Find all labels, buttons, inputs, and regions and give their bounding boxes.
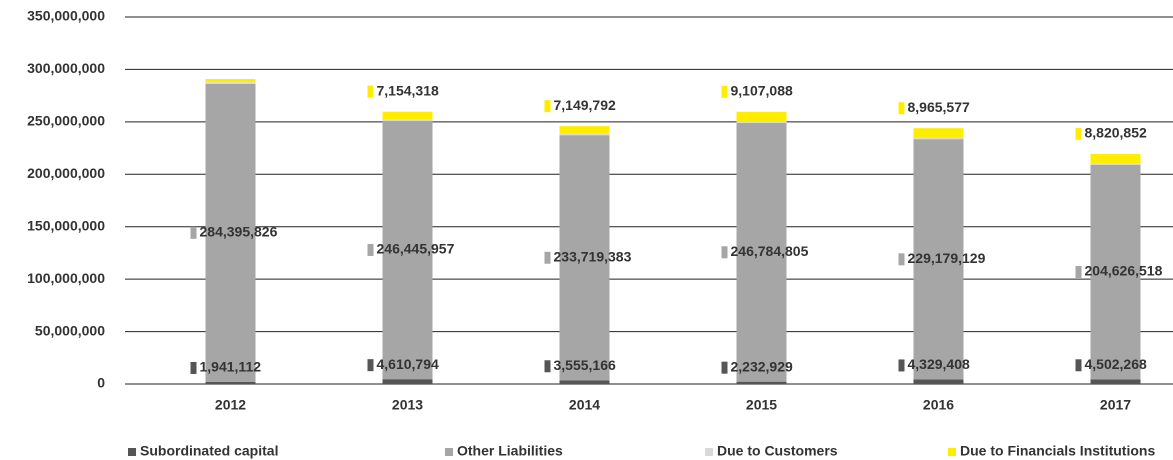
label-swatch bbox=[1075, 127, 1082, 140]
data-label: 7,154,318 bbox=[377, 82, 439, 98]
data-label: 2,232,929 bbox=[731, 358, 793, 374]
data-label: 4,610,794 bbox=[377, 356, 439, 372]
y-tick-label: 350,000,000 bbox=[27, 8, 105, 24]
label-swatch bbox=[721, 85, 728, 98]
bar-segment bbox=[1090, 163, 1141, 165]
data-label: 233,719,383 bbox=[554, 248, 632, 264]
label-swatch bbox=[544, 100, 551, 113]
bar-segment bbox=[559, 126, 610, 134]
bar-segment bbox=[382, 119, 433, 121]
label-swatch bbox=[367, 359, 374, 372]
label-swatch bbox=[721, 246, 728, 259]
data-label: 204,626,518 bbox=[1085, 263, 1163, 279]
label-swatch bbox=[544, 251, 551, 264]
bar-segment bbox=[913, 137, 964, 140]
legend-label: Due to Financials Institutions bbox=[960, 443, 1155, 459]
legend-swatch bbox=[705, 448, 713, 456]
data-label: 7,149,792 bbox=[554, 97, 616, 113]
bar-segment bbox=[205, 381, 256, 384]
data-label: 1,941,112 bbox=[200, 359, 262, 375]
label-swatch bbox=[898, 102, 905, 115]
data-label: 246,445,957 bbox=[377, 241, 455, 257]
bar-segment bbox=[559, 380, 610, 384]
bar-segment bbox=[913, 379, 964, 384]
legend-label: Other Liabilities bbox=[457, 443, 563, 459]
bar-segment bbox=[382, 111, 433, 120]
bar-segment bbox=[736, 381, 787, 384]
legend-swatch bbox=[128, 448, 136, 456]
y-tick-label: 50,000,000 bbox=[35, 322, 105, 338]
bar-segment bbox=[1090, 379, 1141, 384]
legend-label: Due to Customers bbox=[717, 443, 838, 459]
label-swatch bbox=[898, 253, 905, 266]
data-label: 9,107,088 bbox=[731, 82, 793, 98]
label-swatch bbox=[544, 360, 551, 373]
x-tick-label: 2017 bbox=[1100, 397, 1131, 413]
y-tick-label: 300,000,000 bbox=[27, 60, 105, 76]
bar-segment bbox=[913, 139, 964, 380]
data-label: 229,179,129 bbox=[908, 250, 986, 266]
data-label: 8,965,577 bbox=[908, 99, 970, 115]
y-tick-label: 100,000,000 bbox=[27, 270, 105, 286]
legend-swatch bbox=[445, 448, 453, 456]
label-swatch bbox=[190, 226, 197, 239]
data-label: 3,555,166 bbox=[554, 357, 616, 373]
legend-swatch bbox=[948, 448, 956, 456]
x-tick-label: 2016 bbox=[923, 397, 954, 413]
bar-segment bbox=[205, 82, 256, 84]
legend-label: Subordinated capital bbox=[140, 443, 278, 459]
bar-segment bbox=[382, 120, 433, 380]
bar-segment bbox=[205, 83, 256, 382]
bar-segment bbox=[736, 122, 787, 382]
x-tick-label: 2012 bbox=[215, 397, 246, 413]
label-swatch bbox=[1075, 359, 1082, 372]
label-swatch bbox=[367, 243, 374, 256]
label-swatch bbox=[367, 85, 374, 98]
data-label: 4,502,268 bbox=[1085, 356, 1147, 372]
bar-segment bbox=[736, 121, 787, 123]
bar-segment bbox=[205, 79, 256, 83]
bar-segment bbox=[736, 111, 787, 122]
x-tick-label: 2014 bbox=[569, 397, 600, 413]
bar-segment bbox=[1090, 153, 1141, 164]
data-label: 8,820,852 bbox=[1085, 125, 1147, 141]
bar-segment bbox=[559, 135, 610, 381]
bar-segment bbox=[559, 133, 610, 136]
data-label: 4,329,408 bbox=[908, 356, 970, 372]
y-tick-label: 150,000,000 bbox=[27, 217, 105, 233]
label-swatch bbox=[1075, 265, 1082, 278]
x-tick-label: 2015 bbox=[746, 397, 777, 413]
bar-segment bbox=[382, 379, 433, 384]
bar-segment bbox=[1090, 164, 1141, 380]
bar-segment bbox=[913, 128, 964, 138]
label-swatch bbox=[190, 361, 197, 374]
label-swatch bbox=[721, 361, 728, 374]
y-tick-label: 0 bbox=[97, 375, 105, 391]
label-swatch bbox=[898, 359, 905, 372]
data-label: 284,395,826 bbox=[200, 224, 278, 240]
y-tick-label: 250,000,000 bbox=[27, 113, 105, 129]
data-label: 246,784,805 bbox=[731, 243, 809, 259]
x-tick-label: 2013 bbox=[392, 397, 423, 413]
y-tick-label: 200,000,000 bbox=[27, 165, 105, 181]
